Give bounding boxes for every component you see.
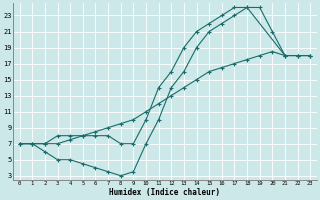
X-axis label: Humidex (Indice chaleur): Humidex (Indice chaleur) (109, 188, 220, 197)
